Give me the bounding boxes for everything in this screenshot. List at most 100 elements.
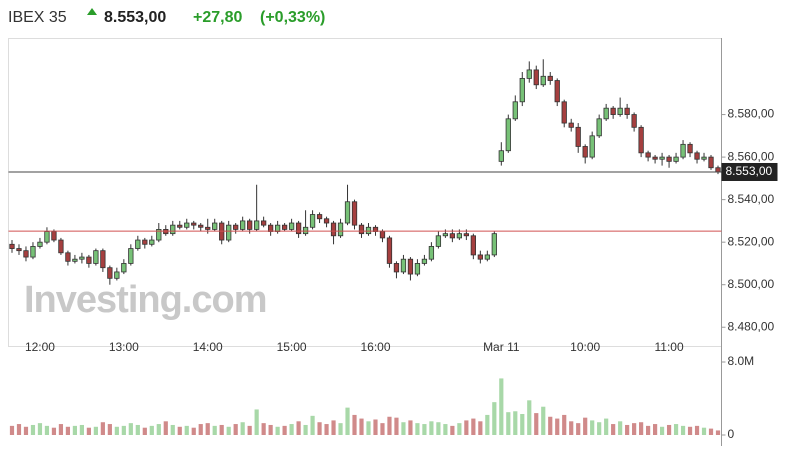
- candle-body: [23, 250, 29, 258]
- volume-bar: [205, 423, 210, 435]
- volume-bar: [555, 418, 560, 435]
- volume-bar: [72, 425, 78, 435]
- y-tick-label: 8.520,00: [728, 234, 775, 248]
- volume-bar: [618, 421, 623, 435]
- candle-body: [128, 248, 134, 264]
- volume-bar: [79, 424, 84, 435]
- candle-body: [652, 156, 658, 160]
- volume-bar: [51, 427, 57, 435]
- candle-body: [44, 231, 50, 243]
- candle-body: [100, 250, 106, 269]
- volume-bar: [331, 420, 336, 435]
- candle-body: [673, 156, 679, 162]
- candle-body: [470, 235, 476, 256]
- volume-tick-label: 0: [728, 427, 735, 441]
- candle-body: [191, 222, 197, 226]
- x-tick-label: 14:00: [193, 340, 223, 354]
- candle-body: [330, 222, 337, 237]
- volume-bar: [338, 423, 343, 435]
- candle-body: [414, 263, 421, 275]
- volume-bar: [408, 420, 413, 435]
- candle-body: [407, 258, 414, 275]
- volume-bar: [708, 428, 714, 435]
- volume-bar: [44, 425, 50, 435]
- volume-bar: [604, 418, 609, 435]
- volume-bar: [471, 418, 476, 435]
- candle-body: [477, 254, 483, 260]
- volume-bar: [506, 412, 511, 435]
- y-tick-label: 8.580,00: [728, 107, 775, 121]
- candle-body: [659, 156, 665, 160]
- candle-body: [240, 220, 246, 230]
- volume-bar: [611, 424, 616, 435]
- candle-body: [400, 258, 407, 273]
- candle-body: [344, 201, 351, 224]
- volume-bar: [527, 400, 532, 435]
- candle-body: [617, 107, 623, 115]
- candle-body: [9, 243, 15, 249]
- volume-bar: [499, 378, 504, 435]
- candle-body: [428, 246, 435, 260]
- candle-body: [694, 152, 700, 160]
- volume-bar: [93, 426, 98, 435]
- volume-bar: [639, 422, 644, 435]
- candle-body: [575, 126, 581, 147]
- candle-body: [505, 118, 511, 152]
- candle-body: [37, 241, 43, 247]
- candle-body: [198, 224, 204, 228]
- volume-bar: [191, 427, 196, 435]
- candle-body: [149, 239, 155, 245]
- candle-body: [86, 256, 92, 264]
- volume-bar: [135, 424, 140, 435]
- volume-bar: [562, 414, 567, 435]
- candle-body: [281, 224, 288, 230]
- volume-bar: [513, 411, 518, 435]
- volume-bar: [464, 420, 469, 435]
- candle-body: [288, 222, 295, 230]
- volume-bar: [107, 424, 112, 435]
- volume-bar: [659, 426, 665, 435]
- volume-bar: [275, 426, 280, 435]
- volume-tick-label: 8.0M: [728, 354, 755, 368]
- volume-bar: [541, 406, 546, 435]
- candle-body: [323, 218, 330, 224]
- candle-body: [51, 231, 57, 241]
- candle-body: [309, 214, 316, 228]
- candle-body: [701, 156, 707, 160]
- volume-bar: [16, 424, 22, 435]
- candle-body: [547, 75, 553, 81]
- volume-bar: [576, 423, 581, 435]
- x-tick-label: 15:00: [277, 340, 307, 354]
- volume-bar: [317, 422, 322, 435]
- x-tick-label: 16:00: [360, 340, 390, 354]
- volume-bar: [457, 423, 462, 435]
- volume-bar: [233, 424, 238, 435]
- candle-body: [687, 143, 693, 154]
- volume-bar: [86, 427, 91, 435]
- volume-bar: [121, 425, 126, 435]
- volume-bar: [373, 419, 378, 435]
- volume-bar: [380, 423, 385, 435]
- volume-bar: [296, 421, 301, 435]
- volume-bar: [226, 426, 231, 435]
- volume-bar: [352, 414, 357, 435]
- y-tick-label: 8.500,00: [728, 277, 775, 291]
- volume-bar: [680, 425, 686, 435]
- volume-bar: [128, 423, 133, 435]
- candle-body: [526, 69, 532, 79]
- volume-bar: [170, 424, 175, 435]
- candle-body: [365, 226, 372, 235]
- x-tick-label: 13:00: [109, 340, 139, 354]
- candle-body: [680, 143, 686, 158]
- volume-bar: [478, 421, 483, 435]
- candle-body: [58, 239, 64, 254]
- volume-bar: [303, 424, 308, 435]
- candle-body: [295, 222, 302, 235]
- candle-body: [170, 224, 176, 235]
- volume-bar: [156, 424, 161, 435]
- candle-body: [261, 220, 267, 226]
- price-tag-label: 8.553,00: [726, 164, 773, 178]
- candle-body: [631, 114, 637, 128]
- candle-body: [156, 229, 162, 241]
- up-arrow: [87, 8, 97, 15]
